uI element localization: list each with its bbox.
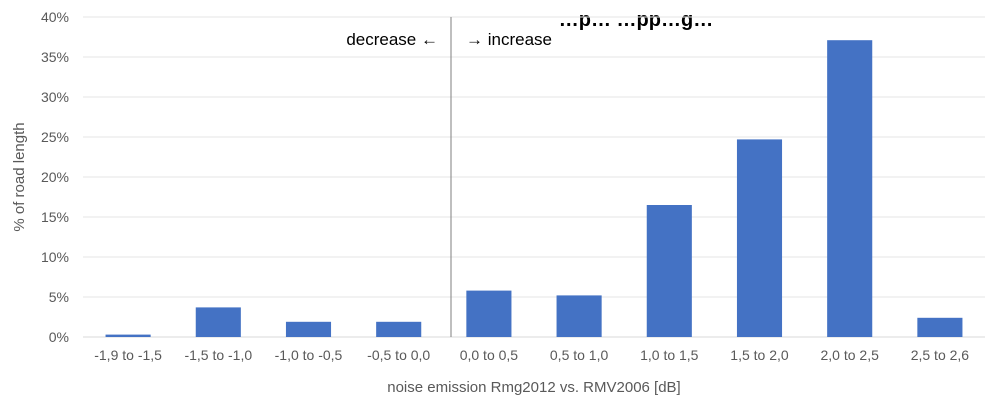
annotation-decrease: decrease ← xyxy=(346,30,438,49)
annotation-increase: → increase xyxy=(466,30,552,49)
x-tick-label: 2,5 to 2,6 xyxy=(911,347,970,363)
x-tick-label: 2,0 to 2,5 xyxy=(821,347,880,363)
x-tick-label: 1,5 to 2,0 xyxy=(730,347,789,363)
bar xyxy=(195,307,241,337)
y-tick-label: 35% xyxy=(41,49,69,65)
y-axis-ticks: 0% 5% 10% 15% 20% 25% 30% 35% 40% xyxy=(41,9,69,345)
bar xyxy=(736,139,783,337)
y-axis-title: % of road length xyxy=(11,122,28,231)
y-tick-label: 20% xyxy=(41,169,69,185)
bar xyxy=(646,205,692,337)
bar xyxy=(917,317,963,337)
x-tick-label: 1,0 to 1,5 xyxy=(640,347,699,363)
bars xyxy=(105,40,963,337)
bar xyxy=(285,321,332,337)
chart-title: …p… …pp…g… xyxy=(559,9,713,31)
bar xyxy=(827,40,873,337)
x-tick-label: 0,5 to 1,0 xyxy=(550,347,609,363)
x-tick-label: -1,9 to -1,5 xyxy=(94,347,162,363)
bar xyxy=(105,334,151,337)
y-tick-label: 0% xyxy=(49,329,69,345)
bar xyxy=(376,321,422,337)
x-tick-label: -1,5 to -1,0 xyxy=(184,347,252,363)
gridlines xyxy=(83,16,985,298)
x-tick-label: -0,5 to 0,0 xyxy=(367,347,430,363)
y-tick-label: 25% xyxy=(41,129,69,145)
bar xyxy=(556,295,602,337)
x-tick-label: 0,0 to 0,5 xyxy=(460,347,519,363)
y-tick-label: 5% xyxy=(49,289,69,305)
x-tick-label: -1,0 to -0,5 xyxy=(275,347,343,363)
x-axis-ticks: -1,9 to -1,5 -1,5 to -1,0 -1,0 to -0,5 -0,5… xyxy=(94,347,969,363)
y-tick-label: 15% xyxy=(41,209,69,225)
y-tick-label: 30% xyxy=(41,89,69,105)
bar xyxy=(466,290,512,337)
y-tick-label: 40% xyxy=(41,9,69,25)
x-axis-title: noise emission Rmg2012 vs. RMV2006 [dB] xyxy=(387,379,680,396)
y-tick-label: 10% xyxy=(41,249,69,265)
